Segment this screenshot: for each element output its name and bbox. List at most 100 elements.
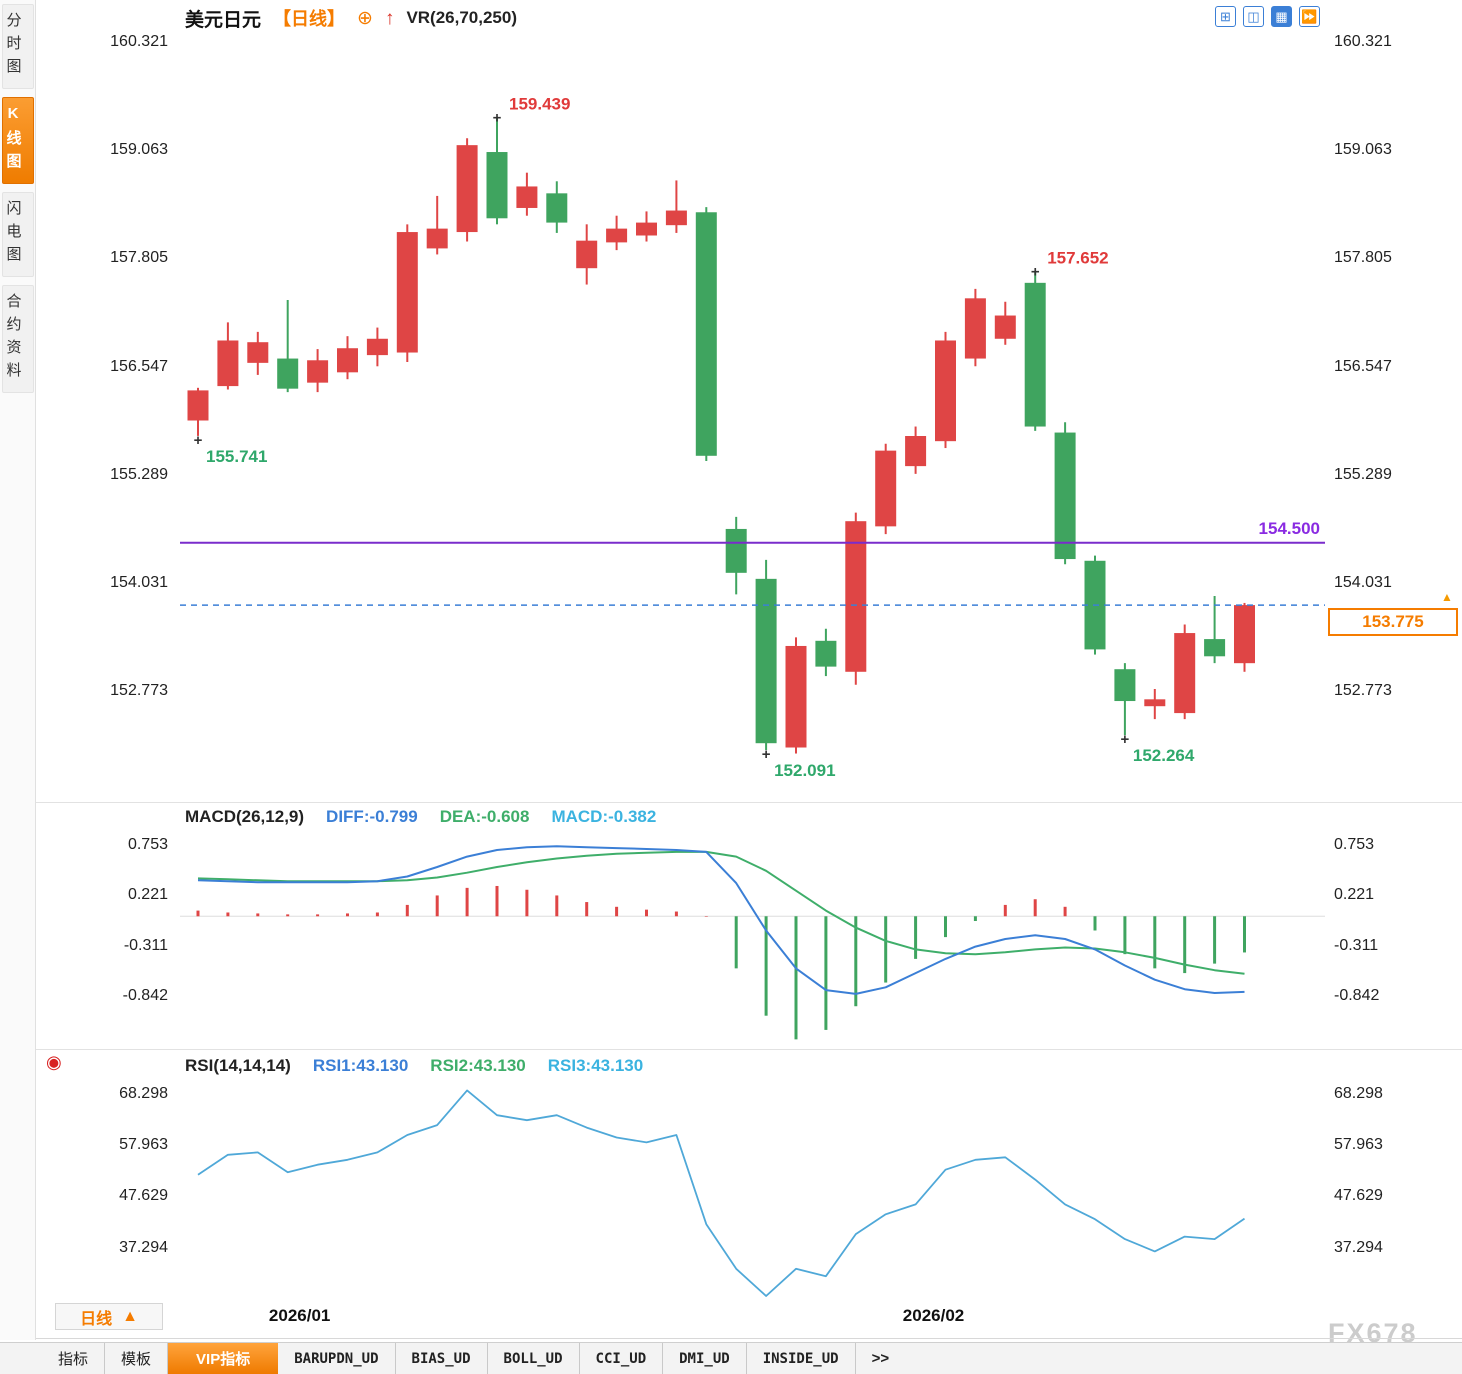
bottom-tab[interactable]: DMI_UD xyxy=(663,1343,747,1374)
candle-body xyxy=(606,228,628,243)
layout-grid-icon[interactable]: ⊞ xyxy=(1215,6,1236,27)
panel-divider xyxy=(36,1049,1462,1050)
macd-header: MACD(26,12,9) DIFF:-0.799 DEA:-0.608 MAC… xyxy=(185,807,656,827)
macd-hist-bar xyxy=(1003,904,1007,917)
indicator-target-icon[interactable]: ◉ xyxy=(46,1052,62,1072)
overlay-indicator-label[interactable]: VR(26,70,250) xyxy=(406,8,518,27)
candle-body xyxy=(755,578,777,744)
candle xyxy=(695,207,717,461)
macd-title[interactable]: MACD(26,12,9) xyxy=(185,807,305,826)
bottom-tab[interactable]: 指标 xyxy=(42,1343,106,1374)
y-axis-label: 0.753 xyxy=(127,835,168,853)
footer-divider xyxy=(36,1338,1462,1339)
macd-hist-bar xyxy=(435,895,439,917)
macd-hist-bar xyxy=(645,909,648,917)
candle xyxy=(546,181,568,233)
candlestick-panel[interactable]: +155.741 +159.439 +152.091 +157.652 +152.264 xyxy=(180,35,1325,800)
indicator-panel-icon[interactable]: ▦ xyxy=(1271,6,1292,27)
candle xyxy=(456,138,478,242)
rsi-chart[interactable] xyxy=(180,1082,1325,1300)
y-axis-label: -0.311 xyxy=(1334,936,1379,954)
chart-view-toolbar: ⊞ ◫ ▦ ⏩ xyxy=(1215,6,1320,27)
candlestick-chart[interactable]: +155.741+159.439+152.091+157.652+152.264 xyxy=(180,35,1325,800)
price-up-arrow-icon: ▲ xyxy=(1441,590,1453,605)
rsi-title[interactable]: RSI(14,14,14) xyxy=(185,1056,291,1075)
macd-hist-bar xyxy=(1243,916,1246,953)
candle xyxy=(396,224,418,362)
candle-body xyxy=(725,528,747,573)
y-axis-label: 160.321 xyxy=(1334,32,1392,50)
rsi3-value: RSI3:43.130 xyxy=(547,1056,644,1075)
macd-hist-bar xyxy=(674,911,678,917)
dea-line xyxy=(197,850,1245,975)
bottom-tabbar: 指标 模板 VIP指标 BARUPDN_UD BIAS_UD BOLL_UD CCI_UD D… xyxy=(0,1342,1462,1374)
candle-body xyxy=(1024,282,1046,427)
macd-hist-bar xyxy=(1093,916,1097,931)
y-axis-label: 57.963 xyxy=(1334,1136,1383,1154)
macd-hist-bar xyxy=(375,912,379,917)
macd-chart[interactable] xyxy=(180,832,1325,1046)
y-axis-label: -0.311 xyxy=(123,936,168,954)
bottom-tab[interactable]: BOLL_UD xyxy=(488,1343,580,1374)
period-selector[interactable]: 日线 ▲ xyxy=(55,1303,163,1330)
macd-hist-bar xyxy=(854,916,858,1007)
macd-hist-bar xyxy=(764,916,768,1016)
bottom-tab[interactable]: BIAS_UD xyxy=(396,1343,488,1374)
candle-body xyxy=(1174,633,1196,714)
bottom-tab[interactable]: CCI_UD xyxy=(580,1343,664,1374)
y-axis-label: 57.963 xyxy=(119,1136,168,1154)
candle-body xyxy=(875,450,897,527)
macd-hist-bar xyxy=(525,889,529,917)
add-overlay-icon[interactable]: ⊕ xyxy=(357,7,373,29)
macd-hist-bar xyxy=(1213,916,1217,964)
sidebar-item[interactable]: 分时图 xyxy=(1,4,34,89)
y-axis-label: 152.773 xyxy=(110,682,168,700)
y-axis-label: 156.547 xyxy=(110,357,168,375)
macd-hist-bar xyxy=(734,916,738,969)
price-annotation: 152.264 xyxy=(1133,746,1195,765)
bottom-tab[interactable]: BARUPDN_UD xyxy=(278,1343,396,1374)
macd-panel[interactable] xyxy=(180,832,1325,1046)
x-axis-label: 2026/02 xyxy=(902,1306,965,1325)
y-axis-label: 160.321 xyxy=(110,32,168,50)
sidebar-item[interactable]: 闪电图 xyxy=(1,192,34,277)
candle-body xyxy=(187,390,209,421)
candle-body xyxy=(815,640,837,667)
candle xyxy=(426,195,448,255)
scroll-right-icon[interactable]: ⏩ xyxy=(1299,6,1320,27)
period-tag[interactable]: 【日线】 xyxy=(273,9,346,29)
bottom-tab[interactable]: 模板 xyxy=(105,1343,169,1374)
candle-body xyxy=(247,342,269,363)
rsi-panel[interactable] xyxy=(180,1082,1325,1300)
candle xyxy=(1114,663,1136,736)
candle xyxy=(1024,271,1046,431)
sidebar-item[interactable]: 合约资料 xyxy=(1,285,34,393)
candle xyxy=(576,224,598,285)
macd-hist-bar xyxy=(256,913,260,917)
macd-dea-value: DEA:-0.608 xyxy=(439,807,530,826)
extreme-marker: + xyxy=(194,432,203,449)
kline-view-icon[interactable]: ◫ xyxy=(1243,6,1264,27)
candle xyxy=(486,117,508,225)
candle xyxy=(665,180,687,233)
extreme-marker: + xyxy=(1031,263,1040,280)
bottom-tab[interactable]: >> xyxy=(871,1350,890,1367)
bottom-tab[interactable]: INSIDE_UD xyxy=(747,1343,856,1374)
macd-hist-bar xyxy=(794,916,798,1040)
extreme-marker: + xyxy=(1121,731,1130,748)
sidebar-item[interactable]: K线图 xyxy=(1,97,34,184)
candle-body xyxy=(785,645,807,748)
candle xyxy=(935,331,956,449)
macd-hist-bar xyxy=(1123,916,1127,955)
candle-body xyxy=(546,193,568,223)
macd-hist-bar xyxy=(495,885,499,917)
candle xyxy=(755,559,777,751)
bottom-tab[interactable]: VIP指标 xyxy=(168,1343,279,1374)
y-axis-label: 0.221 xyxy=(127,886,168,904)
symbol-title: 美元日元 xyxy=(185,9,262,31)
macd-hist-bar xyxy=(555,895,559,917)
macd-hist-bar xyxy=(405,904,409,917)
candle-body xyxy=(665,210,687,226)
candle xyxy=(964,288,986,367)
candle-body xyxy=(366,338,388,356)
